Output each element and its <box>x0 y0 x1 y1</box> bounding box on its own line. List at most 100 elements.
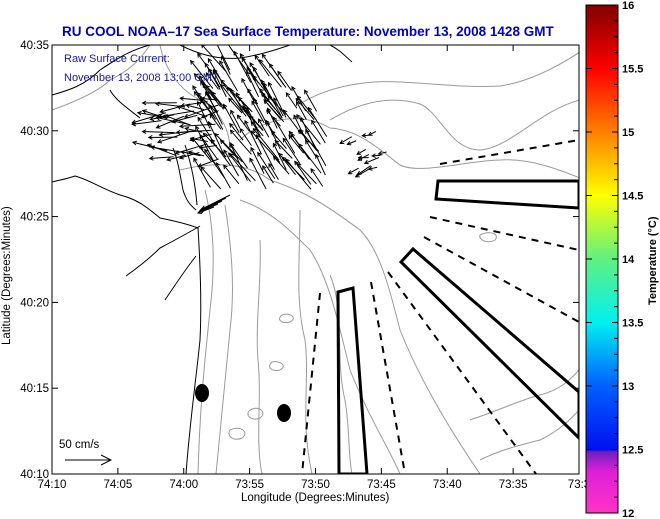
current-vector <box>304 89 318 112</box>
current-vector <box>291 85 307 112</box>
current-vector <box>252 127 280 161</box>
current-vector <box>278 152 296 175</box>
colorbar-tick-label: 15 <box>622 127 634 139</box>
current-vector <box>131 140 168 152</box>
current-vector <box>180 100 208 108</box>
colorbar-tick-label: 16 <box>622 0 634 12</box>
current-vector <box>346 140 357 146</box>
y-tick-label: 40:25 <box>20 212 49 224</box>
current-vector <box>285 92 298 109</box>
current-vector <box>293 114 309 144</box>
current-vector <box>263 99 285 123</box>
sampling-site-marker <box>277 404 291 422</box>
current-vector <box>239 127 252 146</box>
current-vector <box>294 160 312 185</box>
current-vector <box>249 157 267 190</box>
y-tick-label: 40:10 <box>20 469 49 481</box>
current-vector <box>229 122 244 141</box>
current-vector <box>250 146 265 174</box>
current-vector <box>229 153 256 182</box>
current-vector <box>315 153 326 176</box>
y-tick-label: 40:35 <box>20 40 49 52</box>
current-vector <box>357 154 370 161</box>
current-vector <box>236 114 250 132</box>
current-vector <box>267 81 287 118</box>
current-vector <box>367 166 378 171</box>
current-vector <box>147 135 178 140</box>
current-vector <box>257 151 276 180</box>
current-vector <box>299 129 318 151</box>
colorbar-tick-label: 14.5 <box>622 191 643 203</box>
bathymetry-contours <box>52 45 579 474</box>
current-vector <box>363 157 380 165</box>
current-vector <box>288 130 311 160</box>
current-vector <box>166 154 186 162</box>
current-vector <box>266 121 281 150</box>
current-vector <box>174 143 207 155</box>
current-vector <box>159 106 178 114</box>
current-vector <box>361 133 372 138</box>
current-vector <box>163 114 190 126</box>
map-title: RU COOL NOAA–17 Sea Surface Temperature:… <box>62 24 554 39</box>
current-vector <box>253 97 267 124</box>
current-vector <box>229 141 248 181</box>
current-vector <box>300 116 317 151</box>
current-vector <box>198 144 218 150</box>
current-vector <box>195 125 216 165</box>
current-vector <box>272 116 296 154</box>
x-tick-label: 74:10 <box>38 479 67 491</box>
current-vector <box>310 167 324 187</box>
current-vector <box>205 84 226 110</box>
x-axis: 74:10 74:05 74:00 73:55 73:50 73:45 73:40 73:35… <box>38 45 590 491</box>
current-vector <box>277 70 292 91</box>
x-tick-label: 73:50 <box>301 479 330 491</box>
current-vector <box>356 165 371 176</box>
current-vector <box>197 158 219 168</box>
current-vector <box>141 129 175 134</box>
current-vector <box>261 53 287 88</box>
current-vector <box>228 97 243 114</box>
colorbar-tick-label: 15.5 <box>622 64 643 76</box>
colorbar-tick-label: 12 <box>622 508 634 519</box>
current-vector <box>197 52 213 74</box>
current-vector <box>193 157 211 188</box>
current-vector <box>288 134 304 154</box>
current-vector <box>252 75 278 106</box>
current-vector <box>262 165 274 184</box>
current-vector <box>184 126 203 133</box>
current-vector <box>219 60 238 92</box>
current-vector <box>371 153 381 159</box>
current-vector <box>220 83 247 117</box>
current-vector <box>187 150 205 157</box>
current-vector <box>377 150 387 156</box>
current-vector <box>190 59 214 89</box>
current-vector <box>200 110 219 119</box>
colorbar-tick-label: 14 <box>622 254 635 266</box>
transect-lines <box>301 139 579 474</box>
x-tick-label: 74:00 <box>169 479 198 491</box>
current-vector <box>219 139 239 160</box>
current-vector <box>205 72 219 90</box>
current-vector <box>178 123 216 129</box>
current-vector <box>233 50 252 83</box>
current-vector <box>241 77 254 101</box>
current-vector <box>311 119 326 144</box>
current-vector <box>339 136 353 144</box>
x-tick-label: 73:3 <box>568 479 590 491</box>
current-vector <box>149 114 175 122</box>
colorbar-tick-label: 13.5 <box>622 318 643 330</box>
y-axis: 40:35 40:30 40:25 40:20 40:15 40:10 <box>20 40 579 481</box>
current-vector <box>197 206 215 215</box>
current-vector <box>213 68 229 91</box>
current-vector <box>131 120 162 127</box>
current-vector <box>223 149 240 177</box>
x-tick-label: 73:55 <box>235 479 264 491</box>
current-vector <box>347 167 359 175</box>
current-vector <box>354 168 370 178</box>
current-vector <box>175 129 212 135</box>
current-vector <box>258 118 270 138</box>
current-vector <box>251 100 265 123</box>
current-vector <box>223 164 240 185</box>
x-tick-label: 74:05 <box>103 479 132 491</box>
